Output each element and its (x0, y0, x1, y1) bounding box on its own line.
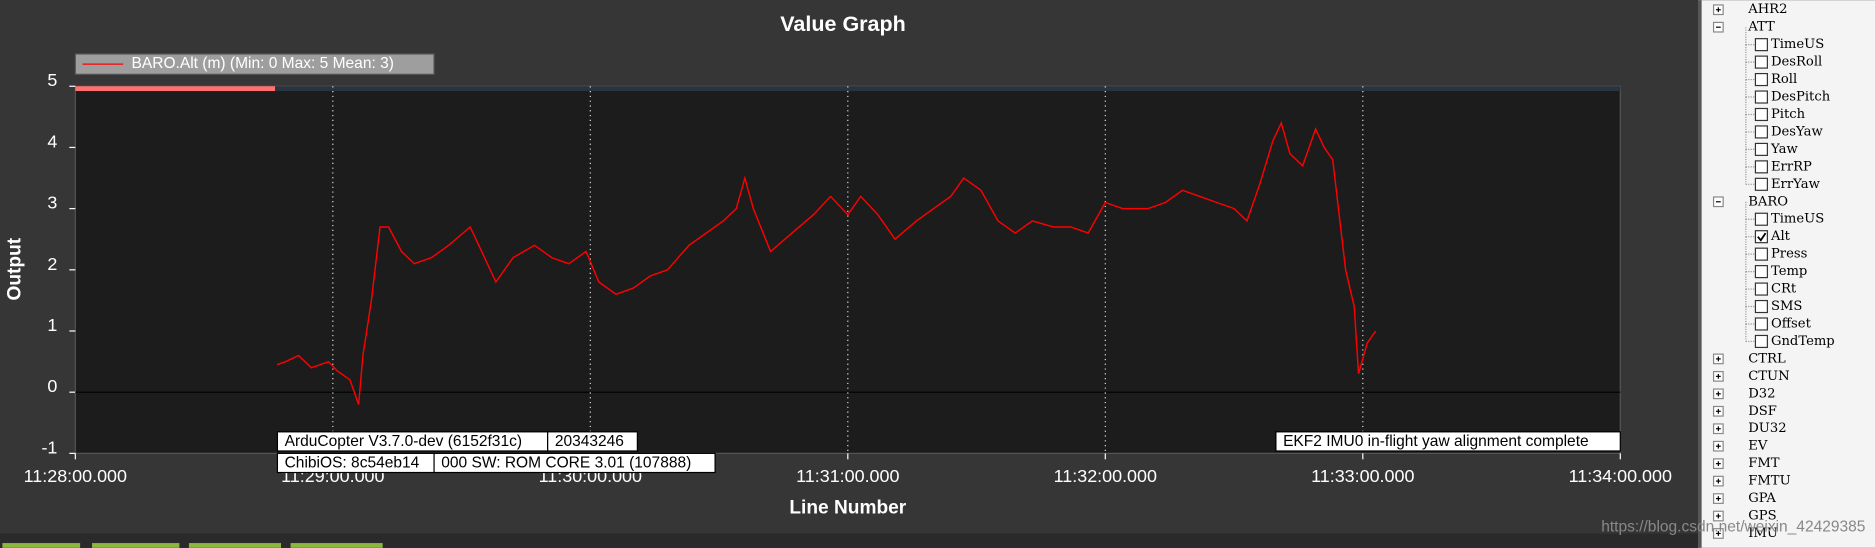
tab[interactable] (2, 543, 81, 548)
checkbox[interactable] (1754, 125, 1768, 139)
x-tick-label: 11:33:00.000 (1311, 466, 1414, 486)
tree-leaf[interactable]: Offset (1771, 316, 1812, 331)
checkbox[interactable] (1754, 107, 1768, 122)
tree-node[interactable]: FMT (1748, 456, 1780, 471)
y-tick-label: 1 (47, 315, 57, 335)
tree-node[interactable]: AHR2 (1747, 2, 1787, 17)
annotation: ArduCopter V3.7.0-dev (6152f31c) (285, 433, 522, 450)
checkbox[interactable] (1754, 230, 1768, 244)
x-tick-label: 11:28:00.000 (24, 466, 127, 486)
tree-node[interactable]: CTUN (1748, 369, 1789, 384)
x-tick-label: 11:34:00.000 (1569, 466, 1672, 486)
tree-leaf[interactable]: GndTemp (1771, 334, 1835, 349)
x-tick-label: 11:31:00.000 (796, 466, 899, 486)
legend-box (74, 53, 435, 75)
tree-node[interactable]: DU32 (1748, 421, 1786, 436)
checkbox[interactable] (1754, 177, 1768, 191)
y-tick-label: 5 (47, 70, 57, 90)
annotation: 000 SW: ROM CORE 3.01 (107888) (441, 455, 691, 472)
x-tick-label: 11:32:00.000 (1054, 466, 1157, 486)
tree-leaf[interactable]: Roll (1771, 72, 1797, 87)
tree: AHR2 ATT TimeUS DesRoll Roll DesPitch Pitch Des… (1712, 2, 1835, 541)
bottom-bar (0, 533, 1699, 548)
tree-leaf[interactable]: Alt (1770, 229, 1791, 244)
annotation-box (433, 452, 716, 474)
checkbox[interactable] (1754, 90, 1768, 104)
tree-node[interactable]: ATT (1747, 20, 1775, 35)
tab[interactable] (92, 543, 180, 548)
tree-node[interactable]: FMTU (1748, 474, 1790, 489)
tree-leaf[interactable]: DesYaw (1771, 124, 1824, 139)
annotation: 20343246 (555, 433, 624, 450)
checkbox[interactable] (1754, 55, 1768, 69)
checkbox[interactable] (1754, 142, 1768, 156)
annotation-box (547, 431, 638, 452)
tree-leaf[interactable]: Press (1771, 247, 1808, 262)
checkbox[interactable] (1754, 334, 1768, 349)
tree-node[interactable]: EV (1748, 439, 1768, 454)
tree-panel (1698, 0, 1875, 548)
range-track (275, 86, 1621, 92)
tree-leaf[interactable]: DesPitch (1771, 90, 1831, 105)
tab[interactable] (188, 543, 282, 548)
annotation-box (1275, 431, 1621, 452)
legend-label: BARO.Alt (m) (Min: 0 Max: 5 Mean: 3) (132, 55, 394, 72)
tree-node[interactable]: CTRL (1748, 351, 1786, 366)
annotation: EKF2 IMU0 in-flight yaw alignment comple… (1283, 433, 1589, 450)
tree-leaf[interactable]: Temp (1771, 264, 1807, 279)
splitter[interactable] (1698, 0, 1702, 548)
checkbox[interactable] (1754, 317, 1768, 331)
watermark: https://blog.csdn.net/weixin_42429385 (1601, 519, 1865, 536)
checkbox[interactable] (1754, 212, 1768, 226)
tree-leaf[interactable]: Pitch (1771, 107, 1806, 122)
annotation: ChibiOS: 8c54eb14 (285, 455, 420, 472)
tree-node[interactable]: D32 (1748, 386, 1775, 401)
y-tick-label: -1 (41, 437, 57, 457)
x-axis-label: Line Number (789, 497, 906, 518)
checkbox[interactable] (1754, 299, 1768, 314)
tree-node[interactable]: BARO (1748, 194, 1788, 209)
tree-node[interactable]: IMU (1748, 526, 1778, 541)
y-axis-label: Output (5, 237, 26, 300)
checkbox[interactable] (1754, 38, 1768, 52)
tree-node[interactable]: DSF (1748, 404, 1777, 419)
checkbox[interactable] (1754, 72, 1768, 87)
tree-leaf[interactable]: ErrRP (1771, 159, 1812, 174)
y-tick-label: 2 (47, 254, 57, 274)
data-line (276, 120, 1377, 405)
tree-leaf[interactable]: SMS (1771, 299, 1802, 314)
checkbox[interactable] (1754, 160, 1768, 174)
checkbox[interactable] (1754, 282, 1768, 296)
tree-leaf[interactable]: TimeUS (1771, 212, 1824, 227)
tree-leaf[interactable]: CRt (1771, 282, 1797, 297)
range-indicator (75, 86, 276, 92)
tree-leaf[interactable]: TimeUS (1771, 37, 1824, 52)
chart-title: Value Graph (780, 12, 906, 36)
tree-leaf[interactable]: DesRoll (1771, 55, 1822, 70)
y-tick-label: 4 (47, 131, 57, 151)
checkbox[interactable] (1754, 247, 1768, 261)
tree-leaf[interactable]: ErrYaw (1771, 177, 1821, 192)
check-mark (1757, 232, 1767, 242)
tree-node[interactable]: GPS (1748, 509, 1776, 524)
y-tick-label: 3 (47, 193, 57, 213)
tree-node[interactable]: GPA (1748, 491, 1776, 506)
checkbox[interactable] (1754, 265, 1768, 279)
tab[interactable] (290, 543, 383, 548)
y-tick-label: 0 (47, 376, 57, 396)
tree-leaf[interactable]: Yaw (1770, 142, 1798, 157)
